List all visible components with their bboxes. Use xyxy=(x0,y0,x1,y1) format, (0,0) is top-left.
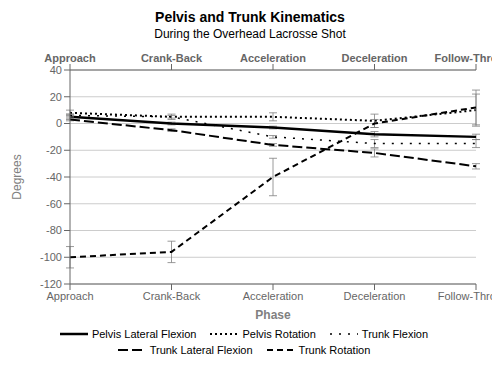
html-text:Trunk Rotation: Trunk Rotation xyxy=(298,344,371,356)
svg-text:Degrees: Degrees xyxy=(10,154,24,199)
html-text:Trunk Flexion: Trunk Flexion xyxy=(361,328,429,340)
svg-text:Deceleration: Deceleration xyxy=(344,290,406,302)
svg-text:-20: -20 xyxy=(46,144,62,156)
svg-text:Deceleration: Deceleration xyxy=(341,52,407,64)
svg-text:40: 40 xyxy=(50,64,62,76)
svg-text:Follow-Through: Follow-Through xyxy=(434,52,492,64)
svg-text:Approach: Approach xyxy=(46,290,93,302)
svg-text:-120: -120 xyxy=(40,278,62,290)
svg-text:-80: -80 xyxy=(46,224,62,236)
svg-text:Acceleration: Acceleration xyxy=(243,290,304,302)
svg-text:-40: -40 xyxy=(46,171,62,183)
svg-text:Phase: Phase xyxy=(255,308,291,322)
html-text:Pelvis and Trunk Kinematics: Pelvis and Trunk Kinematics xyxy=(155,9,345,25)
svg-text:-60: -60 xyxy=(46,198,62,210)
svg-text:Follow-Through: Follow-Through xyxy=(438,290,492,302)
html-text:Pelvis Lateral Flexion: Pelvis Lateral Flexion xyxy=(91,328,197,340)
svg-text:Acceleration: Acceleration xyxy=(240,52,306,64)
svg-text:-100: -100 xyxy=(40,251,62,263)
html-text:Pelvis Rotation: Pelvis Rotation xyxy=(242,328,316,340)
svg-text:20: 20 xyxy=(50,91,62,103)
svg-text:Crank-Back: Crank-Back xyxy=(141,52,203,64)
html-text:Trunk Lateral Flexion: Trunk Lateral Flexion xyxy=(149,344,253,356)
svg-text:0: 0 xyxy=(56,117,62,129)
html-text:During the Overhead Lacrosse S: During the Overhead Lacrosse Shot xyxy=(154,27,346,41)
svg-text:Approach: Approach xyxy=(44,52,96,64)
svg-text:Crank-Back: Crank-Back xyxy=(143,290,201,302)
